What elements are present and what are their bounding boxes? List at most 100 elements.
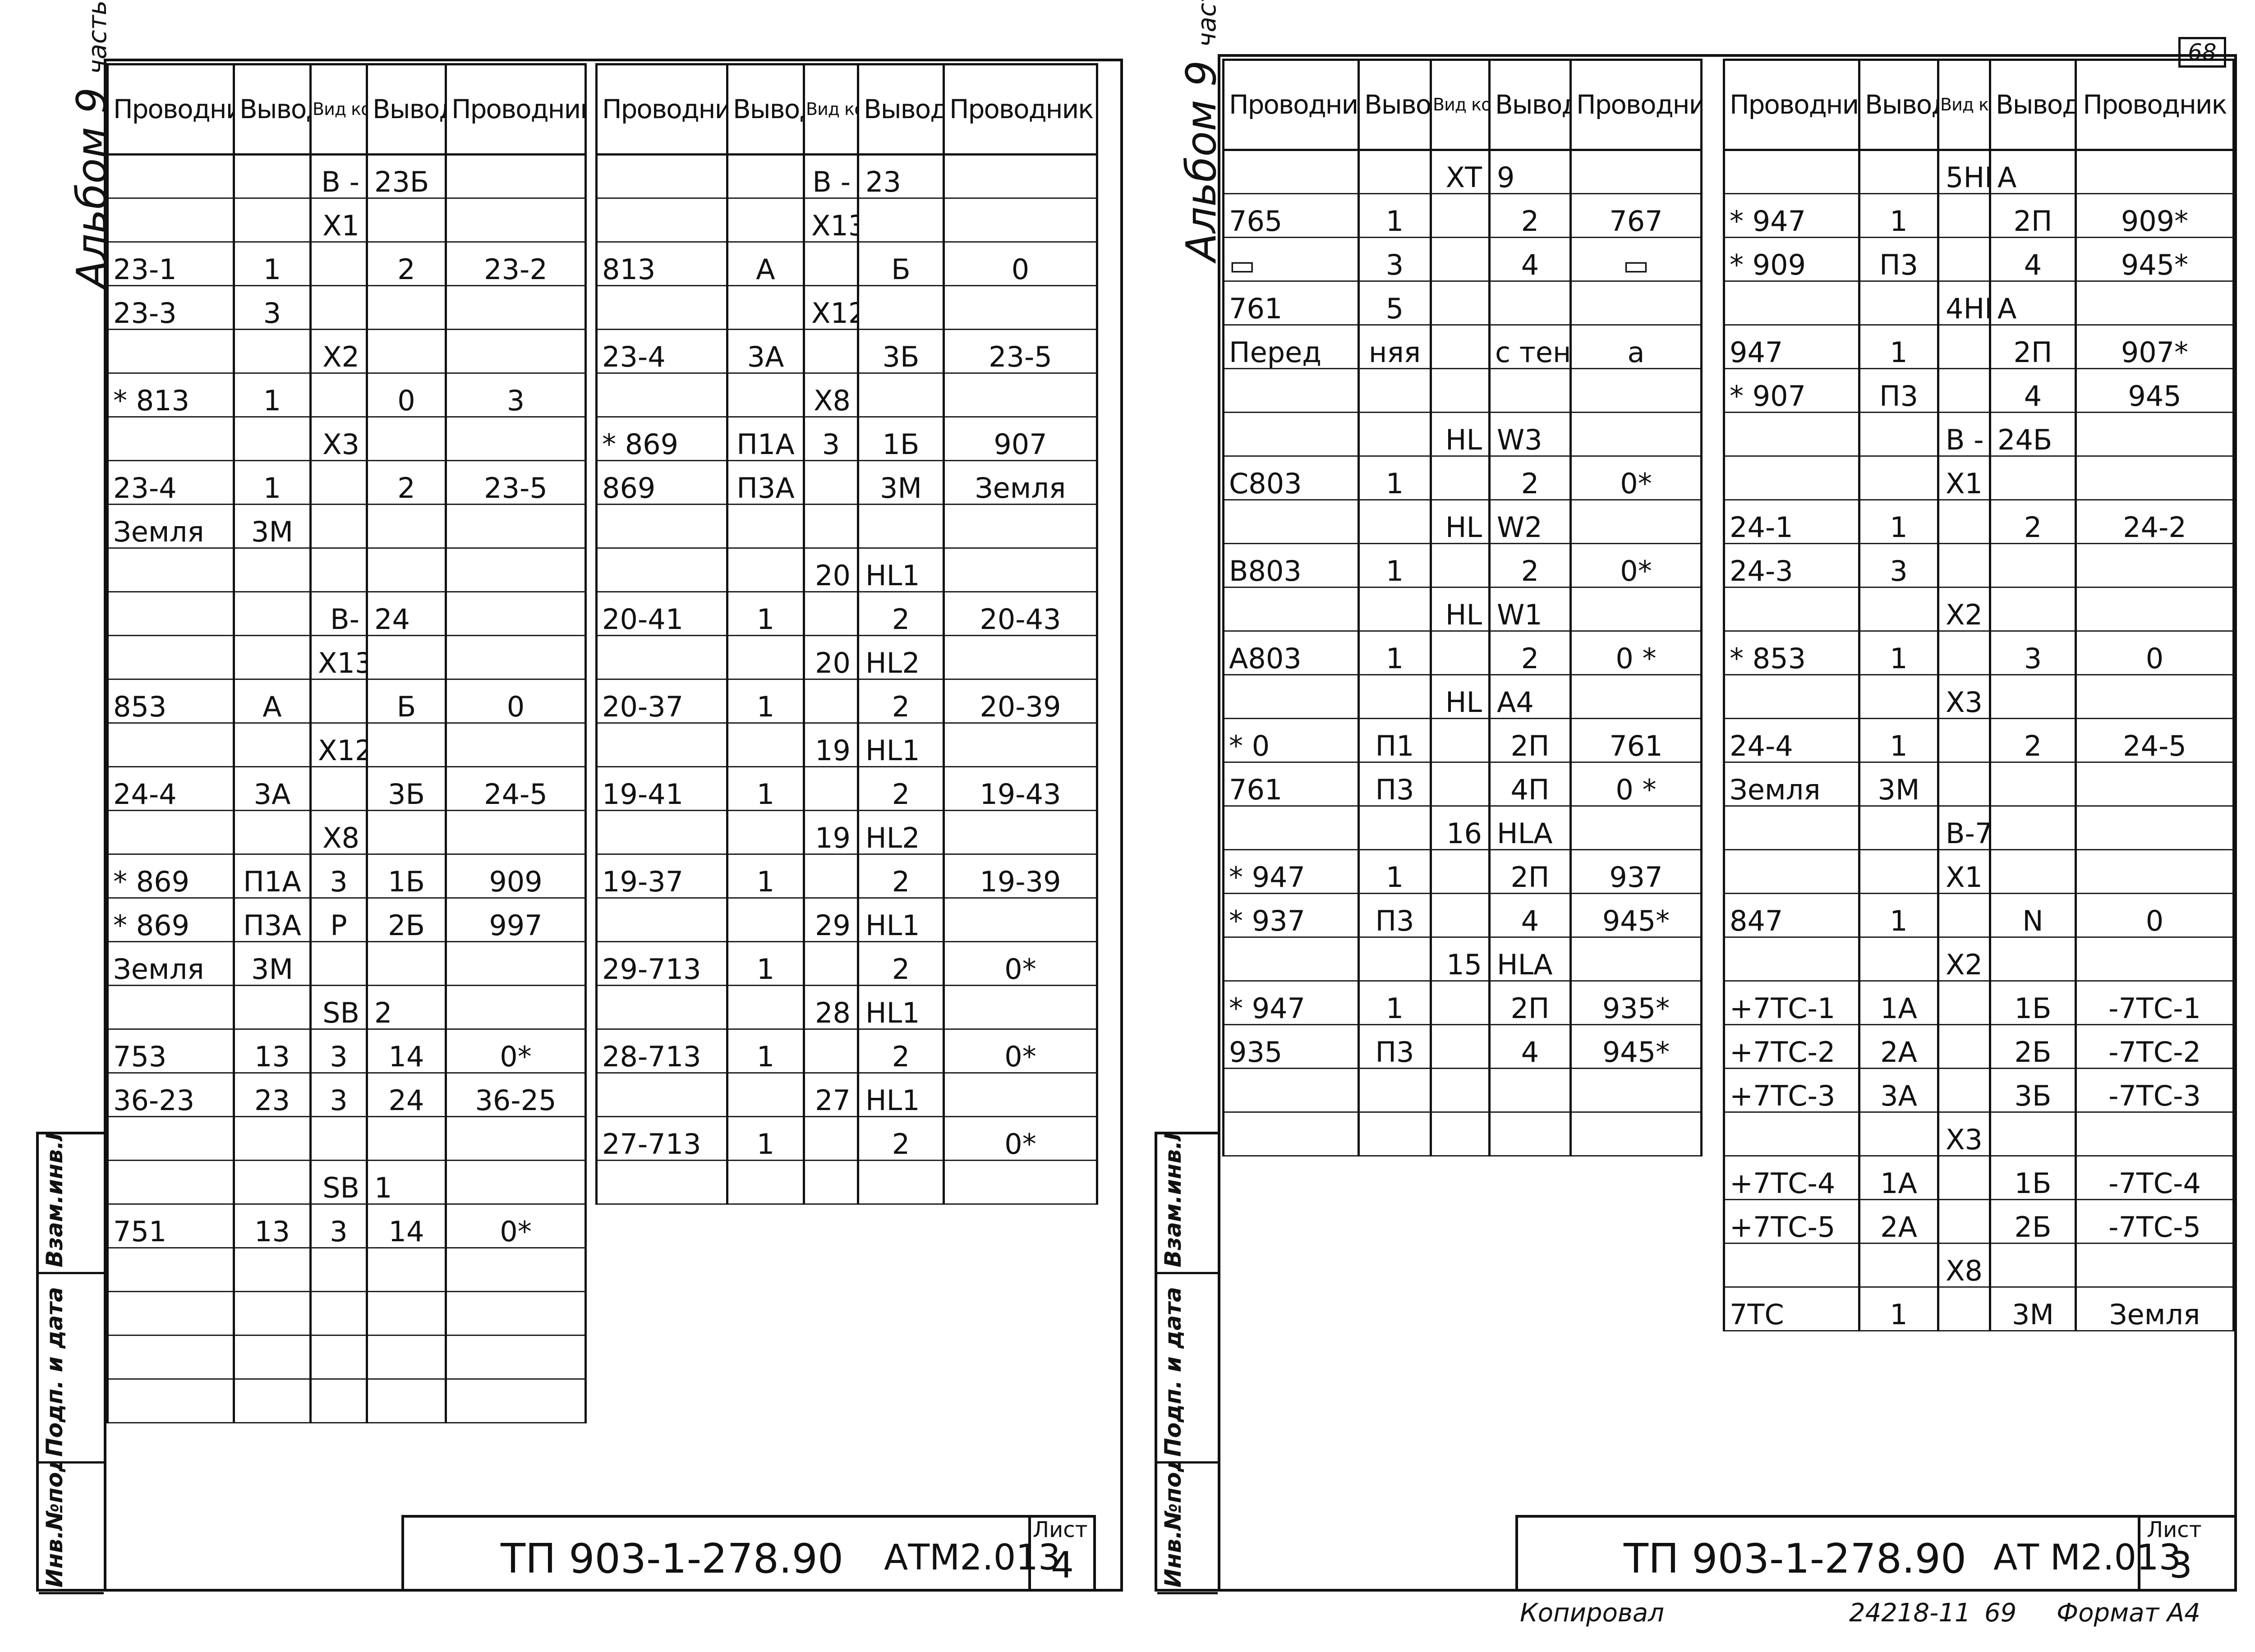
left-b-cell: 27-713 [595,1116,728,1161]
table-row [1222,1112,1703,1156]
right-sheet-number: 3 [2169,1544,2192,1586]
right-a-cell [1569,412,1703,457]
left-b-cell [803,679,859,724]
left-b-cell [803,854,859,899]
left-a-cell [106,635,235,680]
table-row: SB 2 [106,985,587,1030]
right-a-cell: П3 [1358,762,1432,807]
right-b-cell: 3М [1858,762,1939,807]
right-a-cell [1430,981,1491,1025]
right-b-cell: 1 [1858,893,1939,938]
left-b-cell: 1 [726,592,805,636]
left-b-cell: 19 [803,723,859,767]
table-row: 24-4 1 2 24-5 [1723,718,2235,763]
left-a-cell [445,285,587,330]
right-a-cell [1488,281,1572,326]
left-b-header-2: Вид кон-так-та [803,63,859,156]
table-row: 4НLА [1723,281,2235,326]
left-b-cell [943,898,1098,942]
left-a-cell [445,154,587,199]
stamp-label: Инв.№подл. [1160,1464,1186,1588]
left-b-cell [726,285,805,330]
left-a-header-3: Вывод [366,63,447,156]
table-row: 20 НL2 [595,635,1098,680]
left-b-cell: 20-39 [943,679,1098,724]
right-a-cell [1430,325,1491,369]
left-a-cell: Р [309,898,368,942]
right-a-cell [1430,237,1491,282]
table-row: 23-4 1 2 23-5 [106,460,587,505]
right-b-cell: 24-5 [2075,718,2235,763]
right-b-cell [1723,1112,1860,1156]
right-b-cell: 5НL [1937,150,1991,194]
left-b-cell: Х12 [803,285,859,330]
left-a-cell [366,1116,447,1161]
right-a-cell [1430,718,1491,763]
right-b-cell: П3 [1858,368,1939,413]
table-row: * 947 1 2П 935* [1222,981,1703,1025]
left-a-cell: 0* [445,1029,587,1074]
right-a-cell [1569,1068,1703,1113]
left-b-cell [726,198,805,243]
right-a-cell [1358,368,1432,413]
left-a-cell [309,766,368,811]
left-a-cell: * 813 [106,373,235,418]
left-b-cell: 19 [803,810,859,855]
left-a-cell [445,810,587,855]
table-row [106,1116,587,1161]
left-b-cell: Х13 [803,198,859,243]
table-row: 24-1 1 2 24-2 [1723,500,2235,544]
right-a-cell [1488,1112,1572,1156]
left-a-cell: В- [309,592,368,636]
right-b-cell [1858,675,1939,719]
left-a-cell: 3М [233,941,312,986]
left-b-cell: 3А [726,329,805,374]
left-a-cell [309,1379,368,1423]
right-b-cell: 3Б [1989,1068,2077,1113]
right-b-cell [1937,1156,1991,1200]
right-a-cell: 761 [1222,762,1360,807]
right-b-cell [1937,1024,1991,1069]
right-b-cell [1723,806,1860,850]
left-a-cell: 3 [309,854,368,899]
right-a-cell [1222,150,1360,194]
left-b-cell [943,723,1098,767]
left-b-cell [726,504,805,549]
right-doc-number: ТП 903-1-278.90 [1624,1535,1967,1583]
left-a-cell: Х2 [309,329,368,374]
left-b-cell: 1Б [857,417,945,461]
left-a-cell: 753 [106,1029,235,1074]
right-a-cell: 1 [1358,456,1432,500]
right-a-cell [1222,806,1360,850]
left-a-cell [445,548,587,592]
table-row: ХТ 9 [1222,150,1703,194]
left-a-cell [366,1248,447,1292]
left-a-cell: Земля [106,941,235,986]
right-b-cell: В-7 [1937,806,1991,850]
left-b-cell [595,985,728,1030]
left-b-cell: 1 [726,679,805,724]
table-row: С803 1 2 0* [1222,456,1703,500]
right-b-cell: 947 [1723,325,1860,369]
right-b-cell: Х2 [1937,587,1991,632]
left-a-cell: 3 [309,1073,368,1117]
table-row: НL W3 [1222,412,1703,457]
left-a-cell [366,548,447,592]
right-a-cell: ▭ [1569,237,1703,282]
table-row [106,1335,587,1380]
right-a-cell [1222,412,1360,457]
right-b-cell: +7ТС-5 [1723,1199,1860,1244]
table-row: * 0 П1 2П 761 [1222,718,1703,763]
left-b-cell [726,548,805,592]
left-b-cell: 2 [857,766,945,811]
right-b-cell: +7ТС-3 [1723,1068,1860,1113]
left-a-header-1: Вывод [233,63,312,156]
right-b-cell: +7ТС-1 [1723,981,1860,1025]
right-a-cell [1430,1024,1491,1069]
left-b-cell [595,154,728,199]
table-row: Х8 [595,373,1098,418]
right-b-cell [1858,587,1939,632]
right-a-cell [1430,762,1491,807]
right-b-cell: 1 [1858,325,1939,369]
right-b-cell: 24-4 [1723,718,1860,763]
